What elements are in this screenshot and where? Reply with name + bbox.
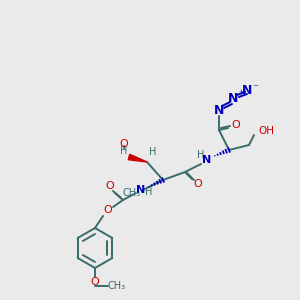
Text: O: O: [91, 277, 99, 287]
Text: CH₃: CH₃: [123, 188, 141, 198]
Text: O: O: [106, 181, 114, 191]
Text: H: H: [149, 147, 157, 157]
Text: H: H: [145, 187, 153, 197]
Text: N: N: [202, 155, 211, 165]
Text: O: O: [194, 179, 202, 189]
Text: N: N: [214, 103, 224, 116]
Text: O: O: [120, 139, 128, 149]
Text: ⁻: ⁻: [252, 83, 258, 93]
Text: ⁺: ⁺: [238, 89, 244, 99]
Text: N: N: [242, 83, 252, 97]
Text: N: N: [136, 185, 146, 195]
Text: O: O: [103, 205, 112, 215]
Text: N: N: [228, 92, 238, 104]
Text: H: H: [120, 146, 128, 156]
Text: OH: OH: [258, 126, 274, 136]
Text: H: H: [197, 150, 205, 160]
Text: O: O: [232, 120, 240, 130]
Text: CH₃: CH₃: [108, 281, 126, 291]
Polygon shape: [128, 154, 147, 162]
